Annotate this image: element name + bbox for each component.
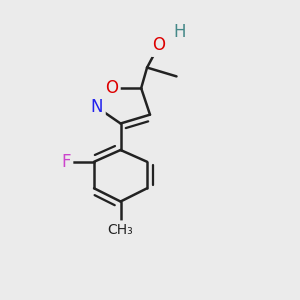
- Text: F: F: [61, 153, 71, 171]
- Text: CH₃: CH₃: [108, 223, 134, 236]
- Text: O: O: [105, 79, 118, 97]
- Text: O: O: [152, 37, 165, 55]
- Text: H: H: [173, 23, 186, 41]
- Text: N: N: [91, 98, 103, 116]
